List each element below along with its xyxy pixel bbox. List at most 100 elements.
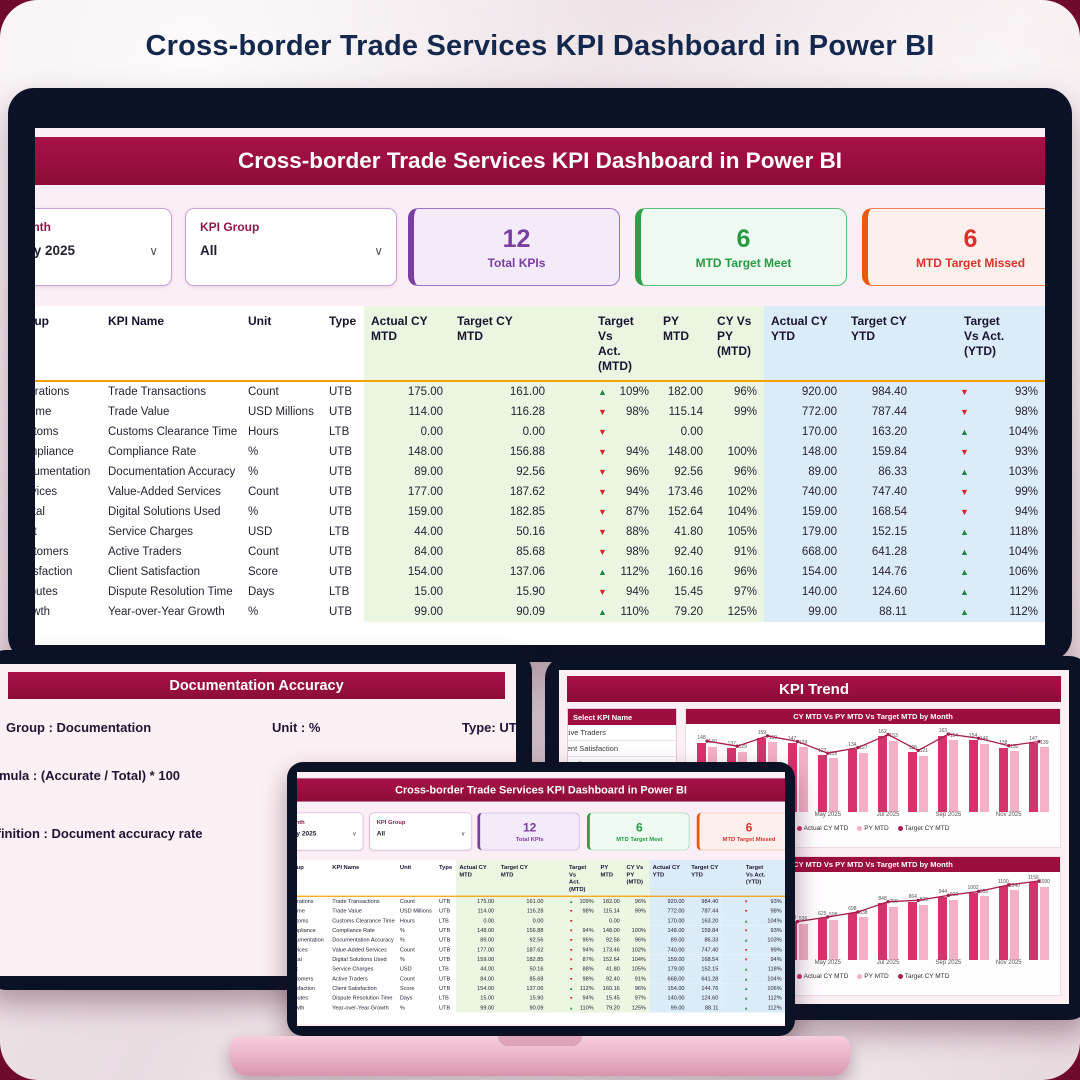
bar-value-label: 536 [798, 916, 808, 923]
cell-target-vs-act-ytd: ▼ 93% [914, 381, 1045, 402]
cell-target-cy-ytd: 641.28 [844, 542, 914, 562]
cell-target-vs-act-mtd: ▼ 87% [552, 502, 656, 522]
cell-kpi-name: Dispute Resolution Time [332, 995, 393, 1002]
cell-group: Operations [297, 898, 314, 905]
cell-target-vs-act-mtd: ▼ 87% [546, 954, 598, 965]
cell-group: Volume [297, 908, 305, 915]
kpi-group-filter-dropdown[interactable]: KPI Group All ∨ [185, 208, 397, 286]
cell-target-vs-act-mtd: ▼ 98% [552, 402, 656, 422]
bar-actual-cy-mtd [878, 736, 888, 812]
cell-target-cy-ytd: 747.40 [687, 945, 722, 955]
cell-cy-vs-py: 125% [710, 602, 764, 622]
cell-kpi-name: Documentation Accuracy [108, 466, 236, 478]
cell-target-cy-ytd: 124.60 [844, 582, 914, 602]
cell-target-cy-ytd: 168.54 [844, 502, 914, 522]
chevron-down-icon: ∨ [374, 243, 383, 258]
cell-type: UTB [329, 506, 352, 518]
cell-target-cy-ytd: 86.33 [844, 462, 914, 482]
kpi-table-row: Customs Customs Clearance Time Hours LTB 0.0… [297, 916, 785, 926]
cell-actual-cy-mtd: 89.00 [455, 935, 498, 946]
legend-label: PY MTD [864, 973, 889, 980]
col-target-vs-act-mtd: Target Vs Act. (MTD) [546, 860, 598, 897]
month-filter-dropdown[interactable]: Month May 2025 ∨ [35, 208, 172, 286]
cell-cy-vs-py: 102% [623, 945, 650, 955]
kpi-select-item[interactable]: Active Traders [568, 725, 676, 741]
up-arrow-icon: ▲ [960, 426, 969, 437]
col-actual-cy-ytd: Actual CY YTD [649, 860, 688, 897]
kpi-group-filter-label: KPI Group [376, 818, 406, 826]
cell-kpi-name: Customs Clearance Time [332, 917, 395, 924]
cell-cy-vs-py: 105% [710, 522, 764, 542]
page-title: Cross-border Trade Services KPI Dashboar… [145, 30, 935, 62]
laptop-notch [498, 1036, 582, 1046]
cell-target-vs-act-mtd: ▼ [552, 422, 656, 442]
cell-unit: USD [399, 966, 412, 973]
month-filter-dropdown[interactable]: Month May 2025 ∨ [297, 812, 364, 851]
bar-py-mtd [889, 906, 899, 960]
cell-type: UTB [329, 486, 352, 498]
cell-actual-cy-ytd: 920.00 [764, 381, 844, 402]
mtd-target-meet-label: MTD Target Meet [616, 835, 663, 843]
cell-target-vs-act-mtd: ▼ 98% [546, 906, 598, 917]
cell-target-vs-act-ytd: ▲ 103% [721, 935, 785, 946]
cell-target-cy-mtd: 137.06 [450, 562, 552, 582]
cell-cy-vs-py: 97% [710, 582, 764, 602]
down-arrow-icon: ▼ [743, 927, 749, 933]
cell-actual-cy-ytd: 920.00 [649, 896, 688, 907]
cell-kpi-name: Year-over-Year Growth [108, 606, 225, 618]
cell-target-vs-act-mtd: ▲ 110% [552, 602, 656, 622]
up-arrow-icon: ▲ [960, 466, 969, 477]
down-arrow-icon: ▼ [569, 927, 574, 933]
cell-type: UTB [329, 406, 352, 418]
cell-unit: Count [399, 946, 415, 953]
cell-actual-cy-ytd: 179.00 [764, 522, 844, 542]
cell-py-mtd: 115.14 [597, 906, 624, 917]
legend-label: Actual CY MTD [803, 973, 849, 980]
cell-actual-cy-mtd: 148.00 [364, 442, 450, 462]
cell-py-mtd: 15.45 [656, 582, 710, 602]
down-arrow-icon: ▼ [598, 406, 607, 417]
bar-value-label: 147 [1029, 735, 1038, 742]
cell-actual-cy-mtd: 84.00 [364, 542, 450, 562]
cell-type: UTB [329, 566, 352, 578]
up-arrow-icon: ▲ [743, 1005, 749, 1011]
kpi-select-item[interactable]: Client Satisfaction [568, 741, 676, 757]
kpi-table-header-row: Group KPI Name Unit Type Actual CY MTD T… [297, 860, 785, 897]
down-arrow-icon: ▼ [569, 918, 574, 924]
cell-target-cy-ytd: 124.60 [687, 993, 722, 1004]
cell-kpi-name: Trade Value [332, 908, 362, 915]
up-arrow-icon: ▲ [743, 976, 749, 982]
bar-actual-cy-mtd [968, 740, 978, 812]
cell-unit: Count [248, 386, 279, 398]
cell-kpi-name: Trade Transactions [108, 386, 207, 398]
x-axis-label: May 2025 [814, 812, 841, 818]
col-target-vs-act-ytd: Target Vs Act. (YTD) [914, 306, 1045, 382]
kpi-table-row: ComplianceCompliance Rate%UTB148.00156.8… [35, 442, 1045, 462]
cell-target-vs-act-ytd: ▲ 106% [914, 562, 1045, 582]
bar-value-label: 139 [1040, 739, 1049, 746]
target-vs-actual-pct: 109% [619, 386, 649, 398]
cell-target-vs-act-mtd: ▼ 98% [546, 974, 598, 984]
legend-dot-icon [796, 826, 802, 831]
target-vs-actual-pct: 94% [582, 946, 594, 953]
col-unit: Unit [396, 860, 436, 897]
cell-unit: USD Millions [248, 406, 314, 418]
cell-target-vs-act-mtd: ▼ 96% [546, 935, 598, 946]
total-kpis-label: Total KPIs [515, 835, 544, 843]
dashboard-header: Cross-border Trade Services KPI Dashboar… [297, 778, 785, 802]
cell-unit: % [248, 606, 259, 618]
trend-chart-bottom-legend: Actual CY MTD PY MTD Target CY MTD [686, 970, 1060, 983]
kpi-group-filter-dropdown[interactable]: KPI Group All ∨ [369, 812, 472, 851]
cell-target-cy-mtd: 15.90 [450, 582, 552, 602]
cell-target-vs-act-ytd: ▲ 104% [914, 542, 1045, 562]
cell-unit: % [399, 956, 405, 963]
up-arrow-icon: ▲ [598, 386, 607, 397]
laptop-base [230, 1036, 850, 1076]
cell-group: Digital [297, 956, 302, 963]
cell-kpi-name: Digital Solutions Used [332, 956, 387, 963]
cell-cy-vs-py: 102% [710, 482, 764, 502]
cell-actual-cy-mtd: 44.00 [364, 522, 450, 542]
cell-py-mtd: 152.64 [656, 502, 710, 522]
up-arrow-icon: ▲ [743, 918, 749, 924]
